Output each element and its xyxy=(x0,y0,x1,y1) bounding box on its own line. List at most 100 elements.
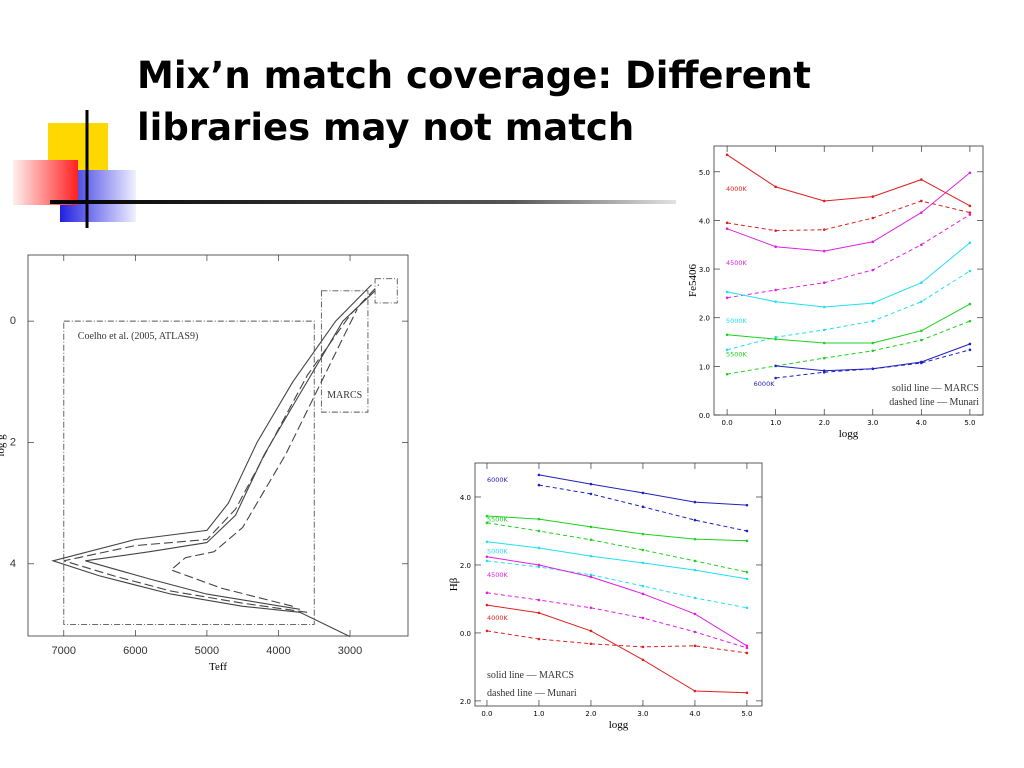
x-tick-label: 3.0 xyxy=(867,419,878,427)
series-point xyxy=(537,473,541,477)
series-label: 4500K xyxy=(487,571,509,579)
series-point xyxy=(589,538,593,542)
coverage-box xyxy=(63,320,315,625)
series-point xyxy=(745,529,749,533)
series-point xyxy=(871,240,875,244)
chart: 0.0 1.0 2.0 3.0 4.0 5.0 0.0 1.0 2.0 3.0 4.0 5.0 logg… xyxy=(676,140,991,442)
plot-frame xyxy=(474,462,763,707)
series-point xyxy=(589,525,593,529)
x-tick-label: 3.0 xyxy=(637,710,648,718)
series-point xyxy=(725,372,729,376)
series-point xyxy=(920,361,923,365)
series-line xyxy=(486,592,748,649)
y-tick-label: 5.0 xyxy=(699,169,710,177)
series-point xyxy=(745,646,749,650)
y-tick-label: 2.0 xyxy=(699,315,710,323)
plot-frame xyxy=(27,254,409,637)
series-point xyxy=(968,213,972,216)
y-tick-label: 4 xyxy=(10,558,16,570)
chart: 0.0 1.0 2.0 3.0 4.0 5.0 2.0 0.0 2.0 4.0 logg Hβ 6000… xyxy=(440,458,770,731)
series-point xyxy=(871,349,875,353)
series-point xyxy=(641,584,645,588)
series-point xyxy=(774,300,777,303)
series-point xyxy=(537,483,541,487)
series-point xyxy=(537,517,541,521)
x-tick-label: 1.0 xyxy=(533,710,544,718)
y-tick-label: 4.0 xyxy=(460,494,471,502)
x-tick-label: 2.0 xyxy=(585,710,596,718)
series-point xyxy=(968,171,972,175)
region-label: MARCS xyxy=(327,390,362,401)
series-point xyxy=(485,629,489,633)
charts: 7000 6000 5000 4000 3000 0 2 4 Teff log g Coelho e… xyxy=(0,140,991,731)
y-tick-label: 3.0 xyxy=(699,266,710,274)
series-point xyxy=(822,328,826,332)
series-point xyxy=(725,221,729,225)
series-point xyxy=(968,348,972,352)
series-point xyxy=(822,305,826,309)
isochrone-line xyxy=(51,284,372,638)
series-point xyxy=(774,185,777,189)
x-tick-label: 4000 xyxy=(266,645,290,657)
y-tick-label: 1.0 xyxy=(699,363,710,371)
series-point xyxy=(641,532,645,536)
series-point xyxy=(641,505,645,509)
series-point xyxy=(774,245,777,248)
y-axis-label: Fe5406 xyxy=(687,264,699,298)
legend-text: dashed line — Munari xyxy=(889,397,979,408)
series-point xyxy=(537,563,541,567)
series-point xyxy=(693,596,697,600)
series-point xyxy=(725,296,729,300)
series-point xyxy=(774,376,777,380)
series-point xyxy=(968,269,972,273)
series-point xyxy=(641,616,645,620)
series-line xyxy=(486,604,747,694)
series-label: 5500K xyxy=(726,350,748,358)
series-point xyxy=(537,565,541,569)
series-point xyxy=(693,559,697,563)
series-point xyxy=(589,492,593,496)
isochrone-line xyxy=(170,308,358,607)
y-tick-label: 2.0 xyxy=(460,562,471,570)
series-point xyxy=(871,367,875,371)
x-tick-label: 6000 xyxy=(123,645,147,657)
series-line xyxy=(726,172,971,252)
legend-text: solid line — MARCS xyxy=(487,670,574,681)
series-point xyxy=(968,342,972,346)
series-point xyxy=(725,227,729,230)
series-point xyxy=(822,228,826,231)
series-point xyxy=(871,268,875,272)
y-tick-label: 2 xyxy=(10,436,16,448)
series-label: 5000K xyxy=(726,317,748,325)
series-point xyxy=(485,514,489,518)
series-point xyxy=(485,555,489,559)
series-point xyxy=(725,290,729,294)
y-axis-label: Hβ xyxy=(448,577,460,591)
series-line xyxy=(727,303,971,344)
x-axis-label: logg xyxy=(839,428,859,440)
series-point xyxy=(745,606,749,610)
series-line xyxy=(775,349,971,379)
slide-title: Mix’n match coverage: Different xyxy=(137,54,811,97)
chart-background xyxy=(676,140,991,442)
series-line xyxy=(726,154,971,207)
series-point xyxy=(693,630,697,634)
chart: 7000 6000 5000 4000 3000 0 2 4 Teff log g Coelho e… xyxy=(0,248,415,673)
series-point xyxy=(693,500,697,504)
series-point xyxy=(537,637,541,641)
legend-text: dashed line — Munari xyxy=(487,688,577,699)
series-point xyxy=(725,333,729,337)
series-point xyxy=(589,642,593,646)
x-tick-label: 5000 xyxy=(195,645,219,657)
series-point xyxy=(745,503,749,507)
series-point xyxy=(745,539,749,543)
plot-frame xyxy=(713,145,984,416)
series-line xyxy=(727,320,971,375)
isochrone-line xyxy=(85,290,376,610)
series-point xyxy=(641,491,645,495)
series-line xyxy=(727,200,971,232)
series-point xyxy=(920,243,923,247)
series-label: 5000K xyxy=(487,547,509,555)
series-point xyxy=(589,606,593,610)
x-tick-label: 0.0 xyxy=(481,710,492,718)
